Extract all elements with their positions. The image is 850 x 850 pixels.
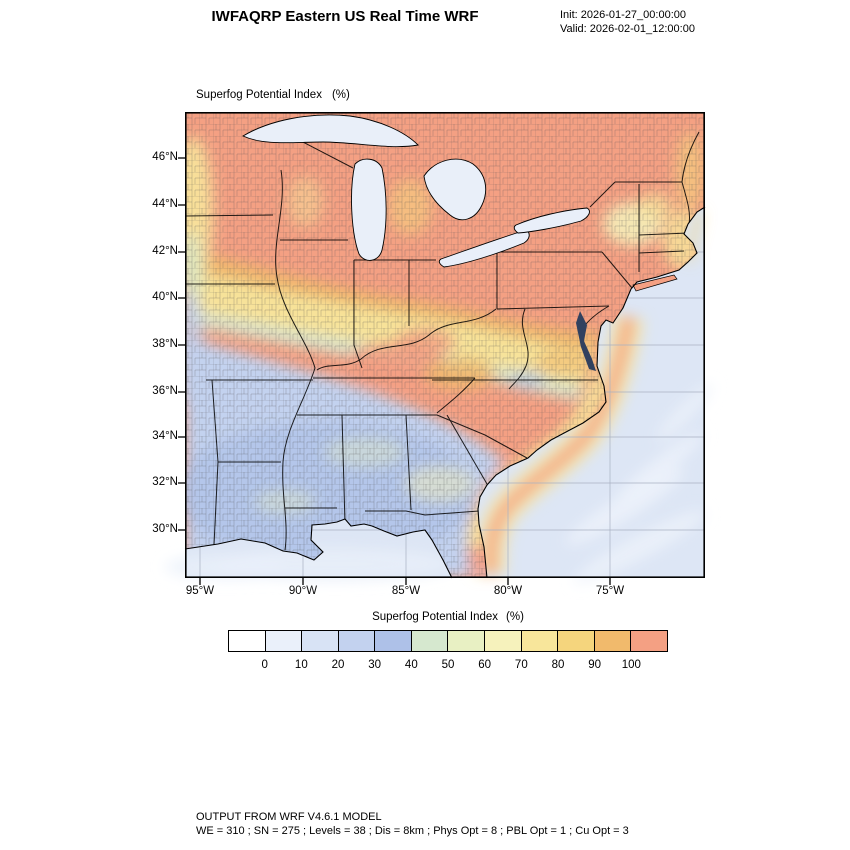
lat-tick-label: 46°N <box>152 151 178 163</box>
colorbar <box>228 630 668 652</box>
lake-superior <box>242 114 419 148</box>
colorbar-cell <box>301 630 339 652</box>
colorbar-tick-label: 40 <box>404 659 418 671</box>
footer-line1: OUTPUT FROM WRF V4.6.1 MODEL <box>196 811 382 823</box>
latitude-axis: 46°N 44°N 42°N 40°N 38°N 36°N 34°N 32°N 30°N <box>126 112 178 578</box>
field-label: Superfog Potential Index (%) <box>196 89 350 101</box>
map-canvas <box>165 112 714 585</box>
lon-tick-label: 75°W <box>595 585 625 597</box>
lake-michigan <box>351 158 387 261</box>
colorbar-tick-label: 0 <box>261 659 268 671</box>
colorbar-cell <box>410 630 449 652</box>
footer-line2: WE = 310 ; SN = 275 ; Levels = 38 ; Dis … <box>196 825 629 837</box>
field-units: (%) <box>331 89 350 101</box>
lat-tick-label: 44°N <box>152 198 178 210</box>
colorbar-cell <box>337 630 376 652</box>
colorbar-cell <box>593 630 632 652</box>
lake-huron <box>423 158 487 221</box>
model-footer: OUTPUT FROM WRF V4.6.1 MODEL WE = 310 ; … <box>196 810 629 838</box>
colorbar-tick-label: 60 <box>478 659 492 671</box>
colorbar-title: Superfog Potential Index (%) <box>372 611 524 623</box>
colorbar-cell <box>264 630 303 652</box>
state-borders <box>185 131 700 551</box>
colorbar-cell <box>520 630 559 652</box>
lon-tick-label: 95°W <box>185 585 215 597</box>
long-island <box>632 274 678 292</box>
colorbar-cell <box>374 630 412 652</box>
valid-time-label: Valid: 2026-02-01_12:00:00 <box>560 22 695 35</box>
lon-tick-label: 90°W <box>288 585 318 597</box>
lat-tick-label: 36°N <box>152 385 178 397</box>
map-panel <box>165 112 714 585</box>
field-name: Superfog Potential Index <box>196 89 322 101</box>
lon-tick-label: 85°W <box>391 585 421 597</box>
colorbar-cell <box>228 630 266 652</box>
colorbar-cell <box>447 630 486 652</box>
colorbar-tick-label: 90 <box>588 659 602 671</box>
run-info: Init: 2026-01-27_00:00:00 Valid: 2026-02… <box>560 9 695 36</box>
axis-ticks <box>178 157 611 585</box>
lon-tick-label: 80°W <box>493 585 523 597</box>
ocean-field <box>165 211 714 584</box>
colorbar-tick-label: 10 <box>294 659 308 671</box>
longitude-axis: 95°W 90°W 85°W 80°W 75°W <box>185 585 705 601</box>
colorbar-tick-label: 70 <box>514 659 528 671</box>
lat-tick-label: 32°N <box>152 476 178 488</box>
lat-tick-label: 34°N <box>152 430 178 442</box>
lake-ontario <box>513 207 590 234</box>
colorbar-cell <box>484 630 522 652</box>
lake-erie <box>438 229 530 268</box>
colorbar-tick-label: 80 <box>551 659 565 671</box>
chesapeake-bay <box>576 311 596 371</box>
init-time-label: Init: 2026-01-27_00:00:00 <box>560 9 686 21</box>
colorbar-tick-label: 20 <box>331 659 345 671</box>
great-lakes <box>242 114 590 268</box>
page-title: IWFAQRP Eastern US Real Time WRF <box>211 8 479 25</box>
map-frame <box>185 112 706 578</box>
colorbar-tick-label: 50 <box>441 659 455 671</box>
colorbar-cell <box>557 630 595 652</box>
colorbar-tick-labels: 0 10 20 30 40 50 60 70 80 90 100 <box>228 659 668 673</box>
colorbar-tick-label: 30 <box>368 659 382 671</box>
colorbar-cell <box>630 630 668 652</box>
lat-tick-label: 30°N <box>152 523 178 535</box>
lat-tick-label: 40°N <box>152 291 178 303</box>
colorbar-title-units: (%) <box>506 611 524 623</box>
lat-tick-label: 42°N <box>152 245 178 257</box>
colorbar-title-label: Superfog Potential Index <box>372 611 499 623</box>
colorbar-tick-label: 100 <box>621 659 641 671</box>
coastline <box>184 206 706 579</box>
lat-tick-label: 38°N <box>152 338 178 350</box>
